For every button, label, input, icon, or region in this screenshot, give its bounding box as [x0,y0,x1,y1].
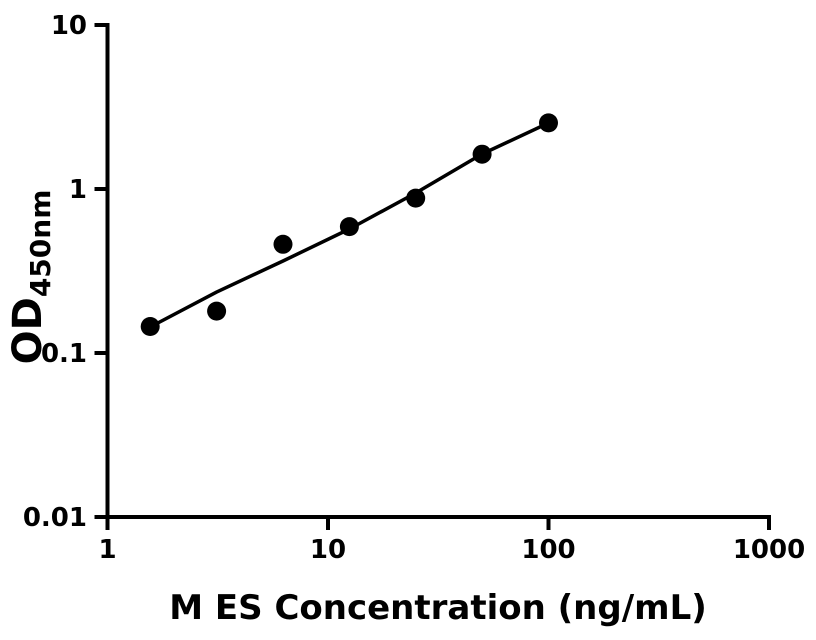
data-point [140,317,160,336]
data-point [539,113,558,133]
axes [105,23,771,519]
y-axis-title-subscript: 450nm [24,190,57,298]
y-axis-title-main: OD [5,297,51,364]
y-tick-label: 1 [69,175,87,205]
x-axis-title: M ES Concentration (ng/mL) [169,588,707,628]
x-axis-ticks: 1 10 100 1000 [98,517,805,565]
data-points-group [140,113,558,336]
data-point [406,188,426,208]
y-axis-ticks: 0.01 0.1 1 10 [23,11,108,533]
y-tick-label: 0.1 [41,339,87,369]
data-point [273,234,293,254]
x-tick-label: 1000 [733,535,805,565]
data-point [207,301,227,321]
x-tick-label: 10 [310,535,346,565]
data-point [339,217,359,237]
y-tick-label: 10 [51,11,87,41]
data-point [472,144,492,164]
x-tick-label: 100 [521,535,575,565]
y-axis-title: OD450nm [5,190,57,365]
y-tick-label: 0.01 [23,503,87,533]
axis-spines [105,23,771,519]
x-tick-label: 1 [98,535,116,565]
